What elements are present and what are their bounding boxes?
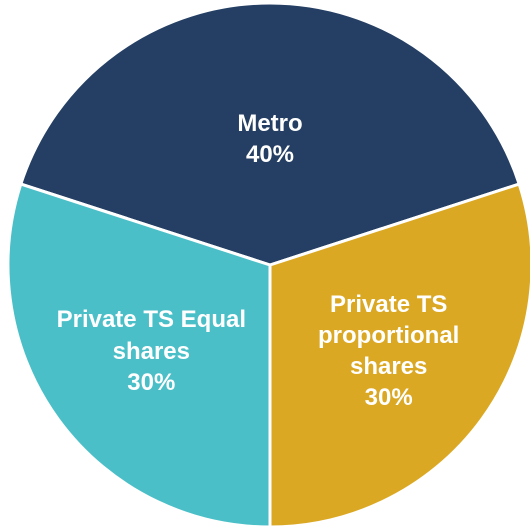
- value-label: 30%: [364, 384, 413, 412]
- pie-slice: [18, 1, 522, 267]
- value-label: 40%: [245, 141, 295, 169]
- slice-label: Private TS Equal shares 30%: [56, 271, 246, 431]
- slice-label-box: Private TS Equal shares 30%: [56, 271, 246, 431]
- slice-label-box: Private TS proportional shares 30%: [294, 271, 484, 431]
- pie-slice: [6, 182, 272, 527]
- slice-label-box: Metro 40%: [175, 59, 365, 219]
- category-label: Private TS Equal shares: [56, 306, 246, 365]
- value-label: 30%: [127, 368, 176, 396]
- slice-label: Private TS proportional shares 30%: [294, 271, 484, 431]
- category-label: Metro: [237, 110, 303, 138]
- slice-label: Metro 40%: [175, 59, 365, 219]
- pie-slice: [268, 182, 530, 527]
- category-label: Private TS proportional shares: [318, 290, 460, 381]
